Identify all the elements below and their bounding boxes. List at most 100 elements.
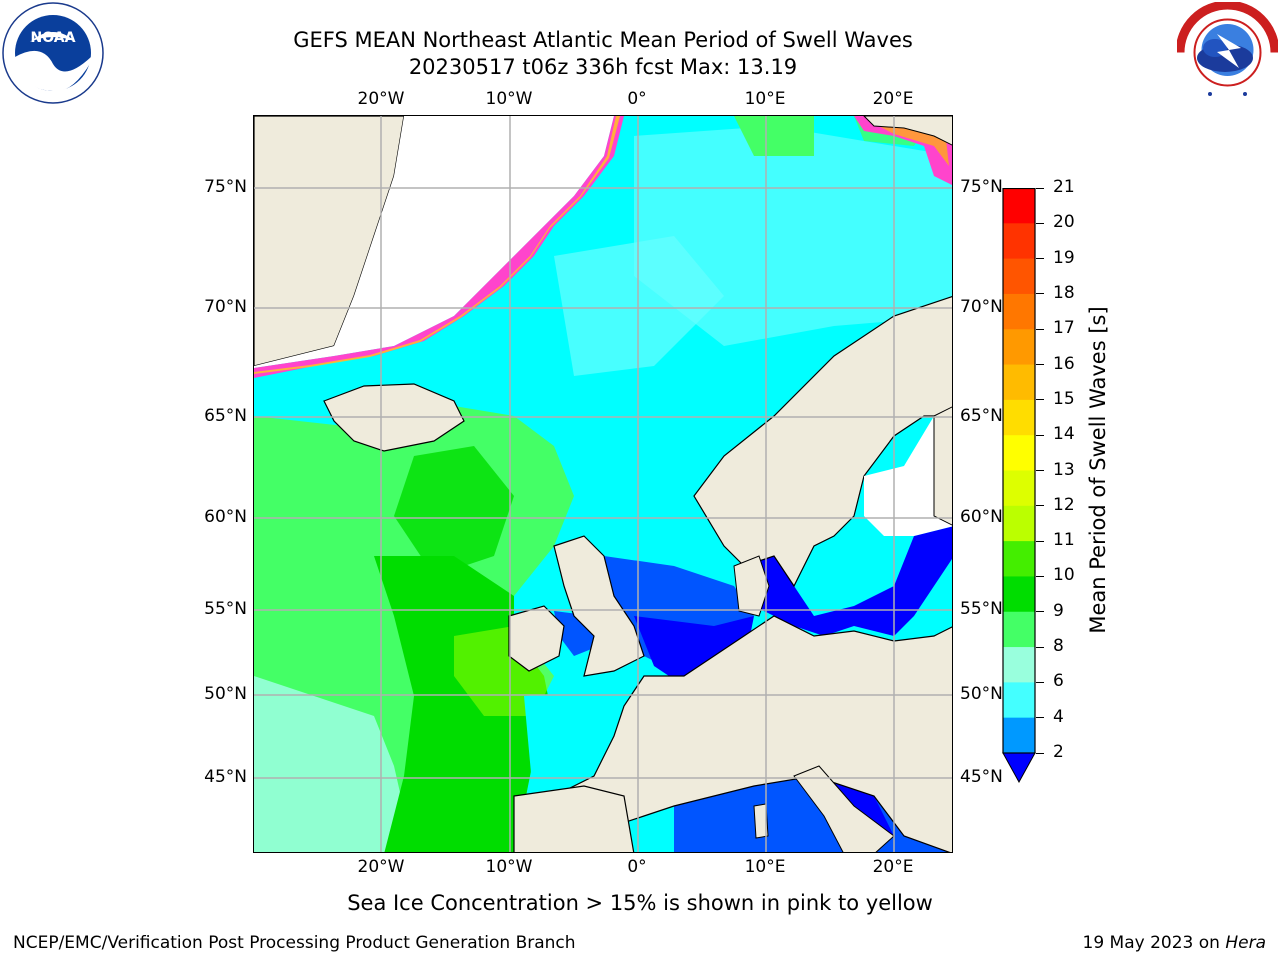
- colorbar-tick-label: 14: [1053, 424, 1075, 445]
- lat-label-right-75n: 75°N: [960, 177, 1003, 197]
- colorbar-tick-mark: [1036, 399, 1044, 401]
- colorbar-tick-mark: [1036, 187, 1044, 189]
- colorbar-band: [1003, 541, 1035, 577]
- lat-label-left-70n: 70°N: [204, 297, 247, 317]
- colorbar-tick-mark: [1036, 470, 1044, 471]
- iberia-land: [513, 785, 635, 852]
- denmark-land: [733, 555, 770, 617]
- colorbar-tick-mark: [1036, 505, 1044, 507]
- colorbar-band: [1003, 364, 1035, 401]
- footer-left: NCEP/EMC/Verification Post Processing Pr…: [13, 933, 576, 953]
- colorbar-tick-mark: [1036, 575, 1044, 577]
- colorbar-band: [1003, 682, 1035, 719]
- colorbar-band: [1003, 717, 1035, 753]
- colorbar-band: [1003, 399, 1035, 436]
- lat-label-left-55n: 55°N: [204, 599, 247, 619]
- colorbar-tick-mark: [1036, 681, 1044, 683]
- colorbar-tick-mark: [1036, 222, 1044, 224]
- colorbar-tick-label: 6: [1053, 671, 1064, 692]
- lat-label-left-60n: 60°N: [204, 507, 247, 527]
- lat-label-left-75n: 75°N: [204, 177, 247, 197]
- lon-label-top-10e: 10°E: [744, 89, 786, 109]
- colorbar-band: [1003, 611, 1035, 648]
- colorbar-band: [1003, 329, 1035, 366]
- colorbar-outline: [1002, 187, 1036, 754]
- colorbar-tick-label: 4: [1053, 706, 1064, 727]
- colorbar-title-wrap: Mean Period of Swell Waves [s]: [1068, 280, 1128, 660]
- colorbar-title: Mean Period of Swell Waves [s]: [1086, 306, 1110, 634]
- lon-label-bottom-20w: 20°W: [357, 857, 405, 877]
- sea-ice-caption: Sea Ice Concentration > 15% is shown in …: [347, 891, 933, 915]
- colorbar-tick-label: 8: [1053, 636, 1064, 657]
- colorbar-tick-mark: [1036, 752, 1044, 754]
- lat-label-right-45n: 45°N: [960, 767, 1003, 787]
- svg-text:NOAA: NOAA: [31, 30, 76, 46]
- lat-label-left-50n: 50°N: [204, 684, 247, 704]
- colorbar-tick-mark: [1036, 717, 1044, 719]
- lon-label-top-20e: 20°E: [872, 89, 914, 109]
- colorbar-band: [1003, 258, 1035, 295]
- colorbar: [1002, 187, 1036, 784]
- colorbar-tick-label: 10: [1053, 565, 1075, 586]
- colorbar-tick-label: 12: [1053, 494, 1075, 515]
- footer-date: 19 May 2023 on: [1082, 933, 1226, 953]
- colorbar-extend-triangle: [1002, 752, 1036, 784]
- swell-period-map: [254, 116, 952, 852]
- lat-label-right-50n: 50°N: [960, 684, 1003, 704]
- colorbar-band: [1003, 470, 1035, 507]
- footer-host: Hera: [1225, 933, 1266, 953]
- italy-land: [793, 765, 895, 852]
- lon-label-top-0: 0°: [627, 89, 647, 109]
- lon-label-top-20w: 20°W: [357, 89, 405, 109]
- nws-logo: [1175, 0, 1280, 103]
- colorbar-tick-label: 19: [1053, 247, 1075, 268]
- chart-title: GEFS MEAN Northeast Atlantic Mean Period…: [293, 28, 913, 52]
- colorbar-band: [1003, 647, 1035, 683]
- colorbar-tick-mark: [1036, 611, 1044, 613]
- lon-label-bottom-0: 0°: [627, 857, 647, 877]
- lat-label-right-70n: 70°N: [960, 297, 1003, 317]
- colorbar-tick-mark: [1036, 258, 1044, 260]
- lon-label-bottom-10e: 10°E: [744, 857, 786, 877]
- scandinavia-land: [693, 296, 952, 588]
- noaa-logo: NOAA: [2, 2, 104, 104]
- colorbar-band: [1003, 293, 1035, 330]
- north-sea-blue: [604, 556, 754, 676]
- sea-ice-white: [254, 116, 614, 368]
- colorbar-tick-mark: [1036, 434, 1044, 436]
- colorbar-tick-label: 13: [1053, 459, 1075, 480]
- great-britain-land: [553, 535, 645, 677]
- colorbar-band: [1003, 505, 1035, 542]
- colorbar-tick-label: 11: [1053, 530, 1075, 551]
- colorbar-tick-mark: [1036, 646, 1044, 648]
- colorbar-tick-label: 9: [1053, 600, 1064, 621]
- graticule: [254, 116, 952, 852]
- colorbar-band: [1003, 188, 1035, 224]
- colorbar-tick-mark: [1036, 540, 1044, 542]
- lat-label-left-65n: 65°N: [204, 406, 247, 426]
- colorbar-tick-label: 18: [1053, 282, 1075, 303]
- lat-label-right-65n: 65°N: [960, 406, 1003, 426]
- lon-label-bottom-20e: 20°E: [872, 857, 914, 877]
- colorbar-tick-label: 20: [1053, 212, 1075, 233]
- lat-label-left-45n: 45°N: [204, 767, 247, 787]
- colorbar-tick-label: 2: [1053, 742, 1064, 762]
- colorbar-tick-label: 21: [1053, 177, 1075, 197]
- colorbar-svg: [1002, 187, 1036, 784]
- chart-subtitle: 20230517 t06z 336h fcst Max: 13.19: [408, 55, 798, 79]
- colorbar-tick-label: 17: [1053, 318, 1075, 339]
- colorbar-tick-mark: [1036, 293, 1044, 295]
- colorbar-tick-mark: [1036, 364, 1044, 366]
- lon-label-bottom-10w: 10°W: [485, 857, 533, 877]
- colorbar-tick-mark: [1036, 328, 1044, 330]
- gulf-of-bothnia-ice: [864, 416, 952, 536]
- colorbar-band: [1003, 223, 1035, 260]
- colorbar-tick-label: 15: [1053, 388, 1075, 409]
- colorbar-band: [1003, 435, 1035, 471]
- ireland-land: [508, 605, 565, 672]
- colorbar-band: [1003, 576, 1035, 613]
- colorbar-tick-label: 16: [1053, 353, 1075, 374]
- map-panel: [253, 115, 953, 853]
- footer-right: 19 May 2023 on Hera: [1083, 933, 1267, 953]
- lat-label-right-55n: 55°N: [960, 599, 1003, 619]
